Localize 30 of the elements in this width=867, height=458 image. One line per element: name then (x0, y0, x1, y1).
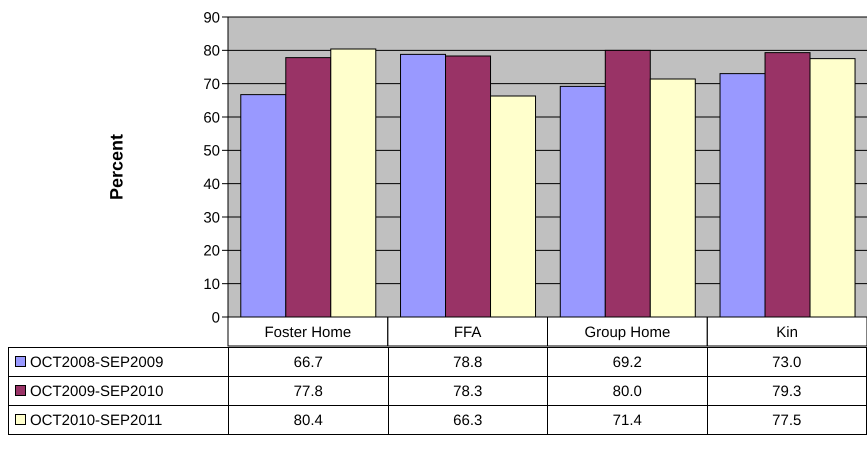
data-label: 78.3 (388, 376, 548, 406)
data-label: 66.7 (228, 348, 388, 376)
y-tick-label: 80 (203, 42, 220, 60)
legend-label: OCT2009-SEP2010 (8, 376, 228, 406)
data-label: 69.2 (548, 348, 707, 376)
y-tick-label: 70 (203, 76, 220, 93)
data-label: 79.3 (707, 376, 866, 406)
data-label: 77.8 (228, 376, 388, 406)
data-label: 77.5 (707, 406, 866, 434)
y-tick-label: 10 (203, 276, 220, 293)
y-tick-label: 20 (203, 242, 220, 260)
data-label: 80.0 (548, 376, 707, 406)
y-tick-label: 0 (212, 309, 220, 326)
legend-label: OCT2008-SEP2009 (8, 348, 228, 376)
y-axis-title: Percent (106, 134, 126, 200)
y-tick-label: 40 (203, 176, 220, 193)
y-tick-label: 50 (203, 142, 220, 160)
x-tick-label: Foster Home (264, 324, 352, 341)
y-tick-label: 30 (203, 209, 220, 226)
x-tick-label: Group Home (584, 324, 670, 341)
data-label: 71.4 (548, 406, 707, 434)
data-label: 73.0 (707, 348, 866, 376)
x-tick-label: FFA (454, 324, 482, 341)
x-tick-label: Kin (776, 324, 798, 341)
data-label: 78.8 (388, 348, 548, 376)
y-tick-label: 60 (203, 109, 220, 126)
legend-label: OCT2010-SEP2011 (8, 406, 228, 434)
data-label: 66.3 (388, 406, 548, 434)
data-label: 80.4 (228, 406, 388, 434)
y-tick-label: 90 (203, 9, 220, 26)
